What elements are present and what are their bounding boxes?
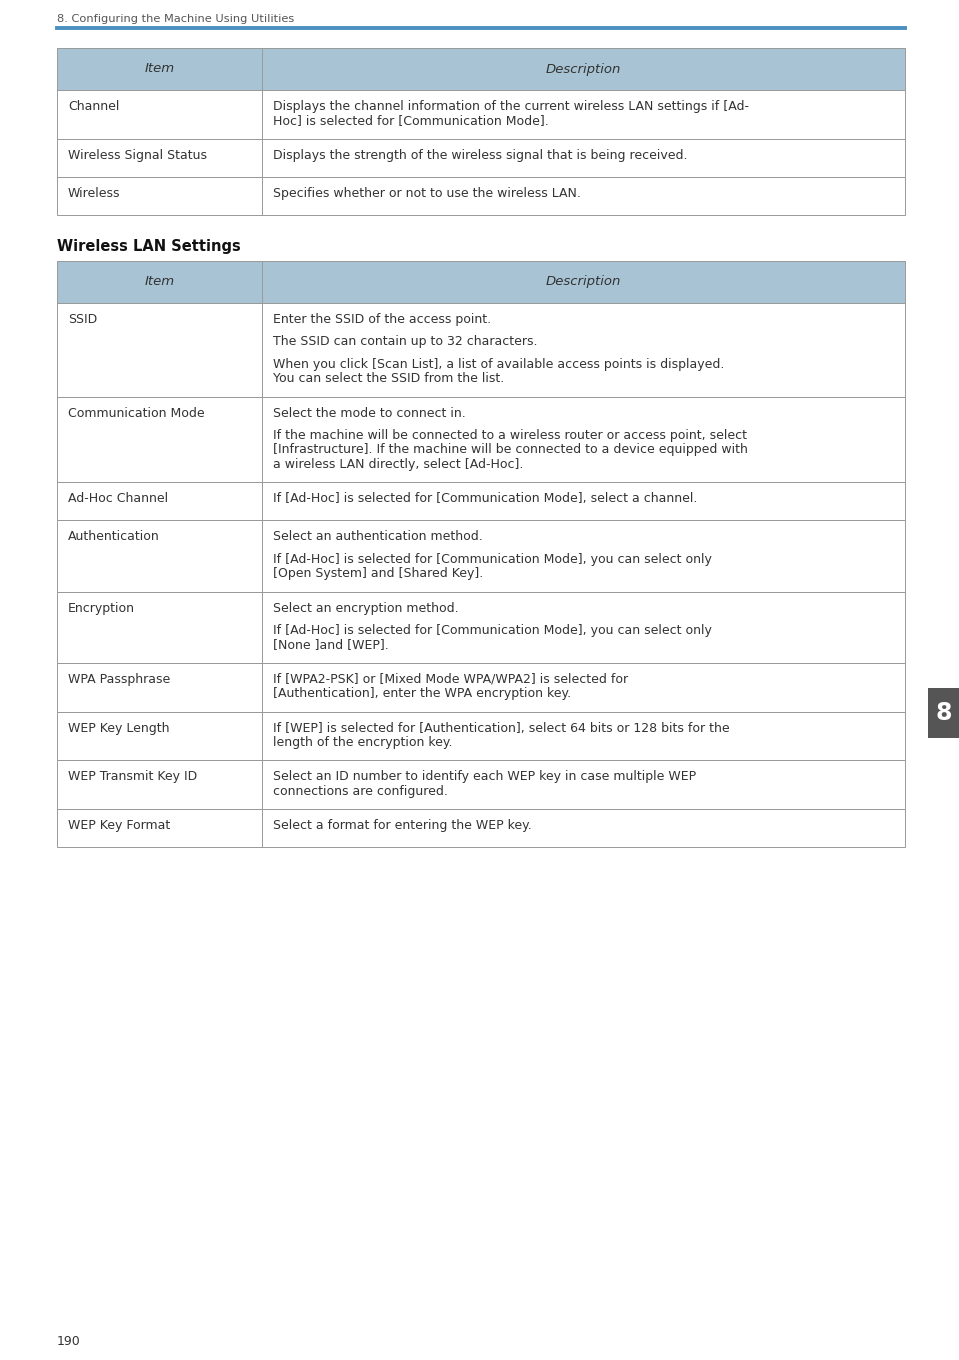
Text: SSID: SSID [68,313,97,326]
Text: Communication Mode: Communication Mode [68,407,204,420]
Bar [57,139,905,177]
Text: Select an authentication method.: Select an authentication method. [273,530,482,543]
Text: Enter the SSID of the access point.: Enter the SSID of the access point. [273,313,491,326]
Bar [57,760,905,809]
Bar [57,711,905,760]
Text: [None ]and [WEP].: [None ]and [WEP]. [273,638,388,651]
Text: WEP Key Length: WEP Key Length [68,722,170,734]
Text: The SSID can contain up to 32 characters.: The SSID can contain up to 32 characters… [273,336,537,348]
Text: Select an encryption method.: Select an encryption method. [273,601,458,615]
Text: length of the encryption key.: length of the encryption key. [273,736,453,749]
Text: Select the mode to connect in.: Select the mode to connect in. [273,407,466,420]
Text: 8. Configuring the Machine Using Utilities: 8. Configuring the Machine Using Utiliti… [57,14,294,24]
Text: WEP Key Format: WEP Key Format [68,819,171,832]
Text: If [Ad-Hoc] is selected for [Communication Mode], you can select only: If [Ad-Hoc] is selected for [Communicati… [273,624,712,636]
Bar [57,397,905,483]
Text: Ad-Hoc Channel: Ad-Hoc Channel [68,492,168,506]
Text: Wireless: Wireless [68,186,121,200]
Text: If [Ad-Hoc] is selected for [Communication Mode], select a channel.: If [Ad-Hoc] is selected for [Communicati… [273,492,697,506]
Text: WEP Transmit Key ID: WEP Transmit Key ID [68,771,198,783]
Text: Displays the channel information of the current wireless LAN settings if [Ad-: Displays the channel information of the … [273,101,749,113]
Text: If [Ad-Hoc] is selected for [Communication Mode], you can select only: If [Ad-Hoc] is selected for [Communicati… [273,552,712,566]
Bar [57,177,905,215]
Bar [57,483,905,521]
Bar [57,592,905,662]
Text: Channel: Channel [68,101,119,113]
Text: connections are configured.: connections are configured. [273,785,448,798]
Text: Item: Item [145,63,175,76]
Text: Description: Description [546,63,621,76]
Text: [Authentication], enter the WPA encryption key.: [Authentication], enter the WPA encrypti… [273,687,572,700]
Text: If the machine will be connected to a wireless router or access point, select: If the machine will be connected to a wi… [273,430,747,442]
Text: 190: 190 [57,1336,81,1348]
Bar [57,48,905,90]
Text: Encryption: Encryption [68,601,135,615]
Bar [57,90,905,139]
Text: [Infrastructure]. If the machine will be connected to a device equipped with: [Infrastructure]. If the machine will be… [273,443,748,457]
Text: Specifies whether or not to use the wireless LAN.: Specifies whether or not to use the wire… [273,186,581,200]
Text: WPA Passphrase: WPA Passphrase [68,673,171,685]
Text: Wireless LAN Settings: Wireless LAN Settings [57,239,241,254]
Text: Select an ID number to identify each WEP key in case multiple WEP: Select an ID number to identify each WEP… [273,771,696,783]
Bar [57,809,905,847]
Text: You can select the SSID from the list.: You can select the SSID from the list. [273,373,504,385]
Text: If [WEP] is selected for [Authentication], select 64 bits or 128 bits for the: If [WEP] is selected for [Authentication… [273,722,730,734]
Text: Select a format for entering the WEP key.: Select a format for entering the WEP key… [273,819,531,832]
Bar [57,303,905,397]
Text: [Open System] and [Shared Key].: [Open System] and [Shared Key]. [273,567,483,581]
Text: When you click [Scan List], a list of available access points is displayed.: When you click [Scan List], a list of av… [273,358,724,371]
Text: Displays the strength of the wireless signal that is being received.: Displays the strength of the wireless si… [273,148,688,162]
Bar [928,688,959,738]
Text: 8: 8 [935,700,951,725]
Text: If [WPA2-PSK] or [Mixed Mode WPA/WPA2] is selected for: If [WPA2-PSK] or [Mixed Mode WPA/WPA2] i… [273,673,628,685]
Text: Authentication: Authentication [68,530,160,543]
Bar [57,261,905,303]
Text: Wireless Signal Status: Wireless Signal Status [68,148,207,162]
Bar [57,521,905,592]
Text: Description: Description [546,275,621,288]
Bar [57,662,905,711]
Text: Hoc] is selected for [Communication Mode].: Hoc] is selected for [Communication Mode… [273,114,549,128]
Text: a wireless LAN directly, select [Ad-Hoc].: a wireless LAN directly, select [Ad-Hoc]… [273,458,524,471]
Text: Item: Item [145,275,175,288]
